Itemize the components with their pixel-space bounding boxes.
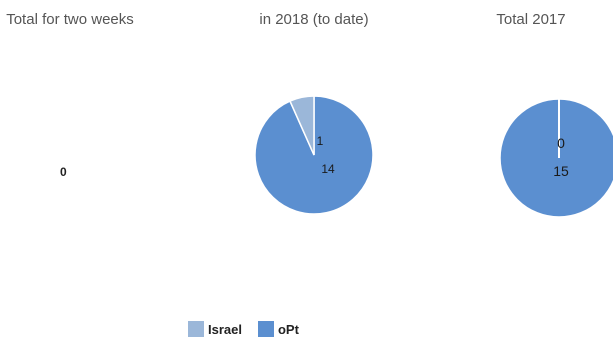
legend-swatch-israel [188, 321, 204, 337]
pie-2-label-opt: 15 [553, 163, 569, 179]
pie-1-label-israel: 1 [317, 134, 324, 148]
chart-title-2017: Total 2017 [496, 11, 566, 28]
two-weeks-total-value: 0 [60, 165, 67, 179]
pie-2-label-israel: 0 [557, 135, 565, 151]
pie-2-slice-opt [499, 98, 613, 218]
legend-label-opt: oPt [277, 321, 299, 337]
chart-legend: Israel oPt [188, 321, 315, 337]
chart-title-2018: in 2018 (to date) [259, 11, 369, 28]
legend-label-israel: Israel [208, 321, 242, 337]
legend-item-israel: Israel [188, 321, 242, 337]
pie-1-slice-israel [289, 95, 315, 156]
pie-1-label-opt: 14 [321, 162, 335, 176]
legend-swatch-opt [257, 321, 274, 337]
chart-title-two-weeks: Total for two weeks [6, 11, 134, 28]
pie-1-slice-opt [254, 95, 374, 215]
legend-item-opt: oPt [257, 321, 299, 337]
